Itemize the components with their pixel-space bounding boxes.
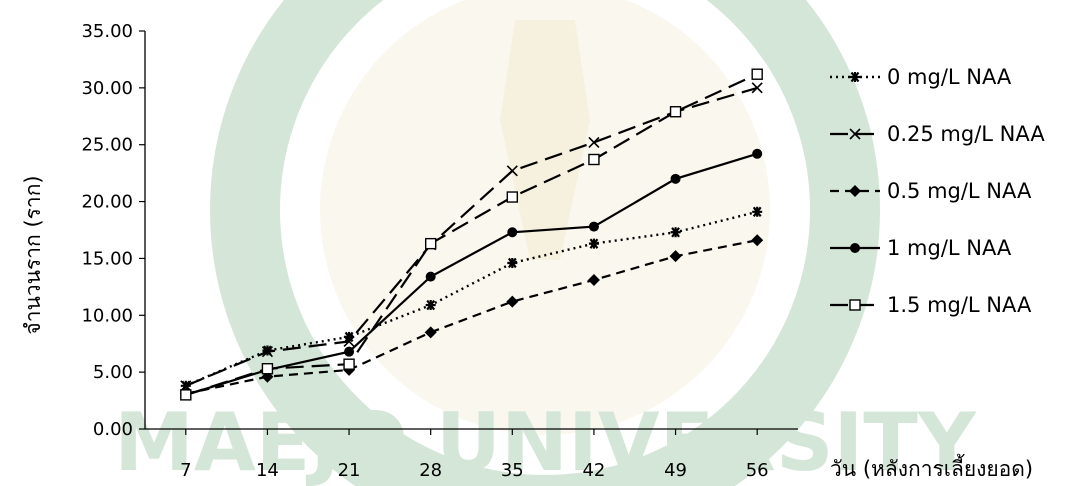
y-tick-label: 25.00 [81, 135, 133, 156]
legend-item: 0.25 mg/L NAA [830, 122, 1045, 146]
watermark-text: MAEJO UNIVERSITY [114, 396, 977, 486]
legend-label: 1 mg/L NAA [887, 236, 1012, 260]
series-0 [180, 206, 763, 391]
data-point [343, 358, 355, 370]
legend-item: 0 mg/L NAA [830, 65, 1012, 89]
legend-label: 0.5 mg/L NAA [887, 179, 1032, 203]
data-point [588, 238, 599, 249]
data-point [752, 148, 763, 159]
y-tick-label: 30.00 [81, 78, 133, 99]
data-point [344, 346, 355, 357]
data-point [751, 82, 763, 94]
data-point [180, 380, 192, 392]
data-point [849, 128, 861, 140]
data-point [849, 299, 861, 311]
legend-item: 1.5 mg/L NAA [830, 293, 1032, 317]
y-tick-label: 10.00 [81, 305, 133, 326]
legend-label: 0.25 mg/L NAA [887, 122, 1045, 146]
data-point [850, 71, 860, 83]
axes: 0.00 5.00 10.00 15.00 20.00 25.00 30.00 35.00 7 1… [81, 21, 798, 481]
data-point [261, 363, 274, 375]
x-tick-label: 28 [419, 460, 442, 481]
x-tick-label: 21 [338, 460, 361, 481]
data-point [670, 227, 681, 238]
data-point [849, 185, 861, 197]
y-tick-label: 15.00 [81, 248, 133, 269]
data-point [587, 274, 600, 287]
data-point [751, 68, 763, 80]
legend-item: 0.5 mg/L NAA [830, 179, 1032, 203]
series-4 [180, 68, 763, 401]
y-tick-label: 5.00 [93, 362, 133, 383]
data-point [262, 345, 273, 356]
watermark: MAEJO UNIVERSITY [114, 0, 977, 486]
x-tick-label: 7 [180, 460, 191, 481]
legend: 0 mg/L NAA 0.25 mg/L NAA 0.5 mg/L NAA 1 mg/… [830, 65, 1045, 317]
y-tick-label: 35.00 [81, 21, 133, 42]
x-tick-label: 14 [256, 460, 279, 481]
data-point [588, 153, 600, 166]
watermark-seal-ring [210, 0, 880, 486]
watermark-figure [500, 20, 590, 260]
data-point [506, 191, 519, 203]
data-point [850, 243, 860, 253]
legend-item: 1 mg/L NAA [830, 236, 1012, 260]
x-tick-label: 42 [582, 460, 605, 481]
watermark-seal-inner [320, 0, 770, 435]
data-point [752, 206, 763, 217]
data-point [425, 299, 436, 311]
data-point [506, 165, 518, 177]
data-point [506, 295, 519, 308]
x-tick-label: 56 [746, 460, 769, 481]
data-point [669, 250, 682, 263]
series-line [185, 210, 758, 387]
series-layer [179, 68, 764, 401]
data-point [507, 257, 518, 269]
data-point [588, 221, 599, 232]
series-line [185, 86, 758, 387]
data-point [424, 237, 437, 250]
data-point [507, 227, 518, 238]
data-point [670, 173, 681, 184]
data-point [669, 106, 682, 118]
y-tick-label: 20.00 [81, 192, 133, 213]
data-point [180, 389, 192, 401]
data-point [261, 346, 274, 358]
legend-label: 0 mg/L NAA [887, 65, 1012, 89]
x-tick-label: 49 [664, 460, 687, 481]
data-point [588, 136, 600, 149]
y-axis-title: จำนวนราก (ราก) [21, 175, 45, 334]
data-point [424, 326, 437, 339]
x-axis-title: วัน (หลังการเลี้ยงยอด) [830, 454, 1033, 481]
legend-label: 1.5 mg/L NAA [887, 293, 1032, 317]
y-tick-label: 0.00 [93, 419, 133, 440]
series-line [185, 152, 758, 396]
data-point [343, 335, 355, 348]
data-point [425, 271, 436, 282]
series-line [185, 239, 758, 395]
data-point [751, 234, 764, 247]
series-line [185, 73, 758, 396]
x-tick-label: 35 [501, 460, 524, 481]
data-point [344, 331, 355, 343]
